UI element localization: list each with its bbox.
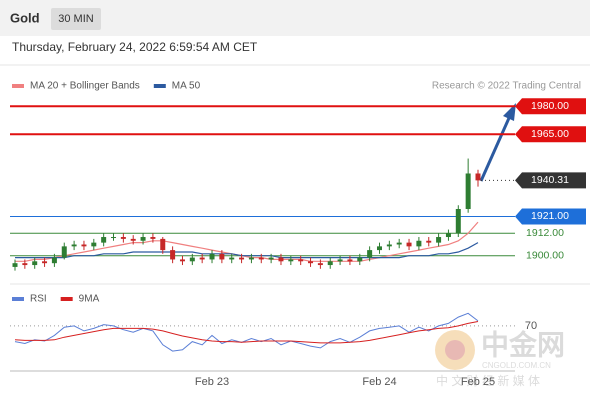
x-tick-label: Feb 23: [195, 376, 229, 388]
candle-body: [239, 257, 245, 260]
candle-body: [308, 261, 314, 264]
watermark: 中金网 CNGOLD.COM.CN 中 文 财 经 新 媒 体: [435, 328, 565, 388]
level-label: 1965.00: [531, 128, 569, 140]
candle-body: [101, 237, 107, 243]
candle-body: [396, 242, 402, 245]
candle-body: [170, 250, 176, 260]
candle-body: [12, 263, 18, 267]
level-tag: [515, 126, 586, 143]
candle-body: [91, 242, 97, 247]
candle-body: [337, 259, 343, 262]
candle-body: [298, 259, 304, 262]
timeframe[interactable]: 30 MIN: [58, 13, 94, 25]
forecast-arrowhead: [503, 103, 516, 121]
legend-swatch: [153, 84, 166, 88]
candle-body: [71, 244, 77, 247]
watermark-logo-inner: [445, 340, 465, 360]
candle-body: [150, 237, 156, 239]
candle-body: [140, 237, 146, 241]
legend-swatch: [12, 297, 24, 301]
candle-body: [357, 257, 363, 262]
candle-body: [268, 257, 274, 260]
candle-body: [445, 233, 451, 238]
candle-body: [475, 173, 481, 181]
candle-body: [288, 259, 294, 262]
legend-swatch: [60, 297, 73, 301]
subtitle: Thursday, February 24, 2022 6:59:54 AM C…: [12, 40, 258, 54]
candle-body: [199, 257, 205, 260]
legend-label: 9MA: [79, 294, 100, 305]
candle-body: [120, 237, 126, 239]
candle-body: [406, 242, 412, 247]
candle-body: [189, 257, 195, 262]
candle-body: [248, 257, 254, 260]
level-label: 1980.00: [531, 100, 569, 112]
candle-body: [416, 240, 422, 247]
moving-average: [15, 242, 479, 259]
legend-label: MA 20 + Bollinger Bands: [30, 81, 140, 92]
moving-average: [15, 221, 479, 262]
candle-body: [81, 244, 87, 247]
candle-body: [51, 257, 57, 264]
candle-body: [426, 240, 432, 243]
level-label: 1900.00: [526, 249, 564, 261]
level-tag: [515, 172, 586, 189]
level-label: 1921.00: [531, 210, 569, 222]
candle-body: [376, 246, 382, 251]
candle-body: [61, 246, 67, 258]
candle-body: [22, 263, 28, 266]
candle-body: [465, 173, 471, 209]
candle-body: [160, 238, 166, 251]
level-tag: [515, 98, 586, 115]
level-label: 1940.31: [531, 174, 569, 186]
candle-body: [32, 261, 38, 266]
timeframe-badge[interactable]: [51, 8, 101, 30]
source: Research © 2022 Trading Central: [432, 81, 581, 92]
candle-body: [111, 237, 117, 239]
candle-body: [327, 261, 333, 266]
candle-body: [179, 259, 185, 262]
candle-body: [130, 238, 136, 241]
watermark-tagline: 中 文 财 经 新 媒 体: [436, 373, 540, 388]
legend-swatch: [12, 84, 24, 88]
watermark-site: CNGOLD.COM.CN: [482, 361, 551, 370]
rsi-tick-label: 70: [525, 320, 537, 332]
legend-label: RSI: [30, 294, 47, 305]
candle-body: [209, 253, 215, 260]
forecast-arrow: [479, 117, 511, 182]
chart-title: Gold: [10, 10, 40, 25]
legend-label: MA 50: [172, 81, 201, 92]
candle-body: [347, 259, 353, 262]
level-tag: [515, 208, 586, 225]
watermark-brand: 中金网: [481, 328, 565, 360]
candle-body: [436, 237, 442, 243]
x-tick-label: Feb 24: [362, 376, 396, 388]
candle-body: [42, 261, 48, 264]
candle-body: [229, 257, 235, 260]
watermark-logo: [435, 330, 475, 370]
x-tick-label: Feb 25: [461, 376, 495, 388]
rsi-line: [14, 312, 479, 352]
candle-body: [219, 253, 225, 260]
rsi-line: [14, 321, 479, 344]
candle-body: [386, 244, 392, 247]
candle-body: [317, 263, 323, 266]
candle-body: [278, 257, 284, 262]
candle-body: [367, 250, 373, 258]
level-label: 1912.00: [526, 227, 564, 239]
candle-body: [258, 257, 264, 260]
candle-body: [455, 208, 461, 234]
